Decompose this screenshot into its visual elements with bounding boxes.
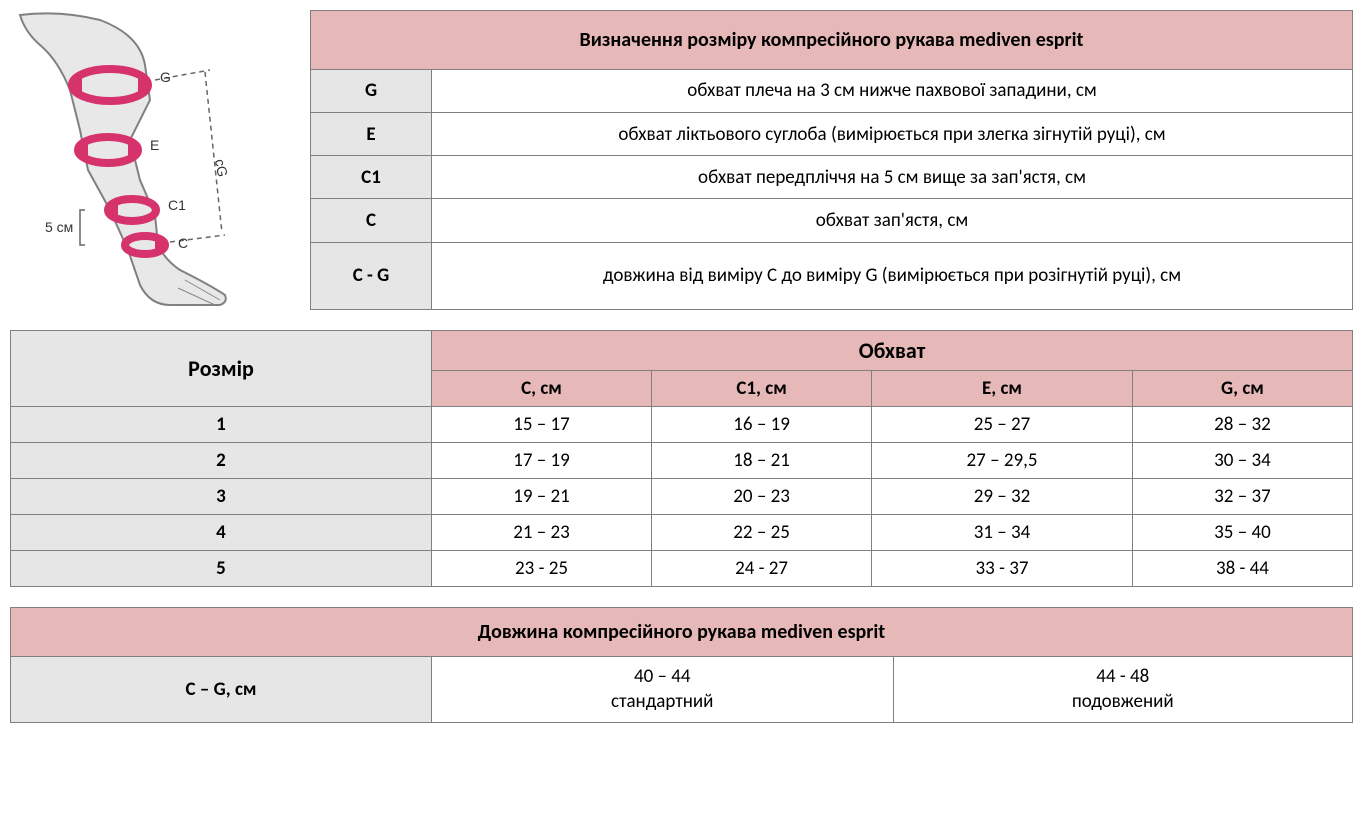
- size-number: 3: [11, 479, 432, 515]
- circumference-header: Обхват: [432, 331, 1353, 371]
- length-title: Довжина компресійного рукава mediven esp…: [11, 608, 1353, 657]
- size-header: Розмір: [11, 331, 432, 407]
- length-row-label: C – G, см: [11, 657, 432, 723]
- size-cell: 16 – 19: [652, 407, 872, 443]
- size-cell: 21 – 23: [432, 515, 652, 551]
- size-column-header: G, см: [1132, 371, 1352, 407]
- definition-desc: обхват плеча на 3 см нижче пахвової запа…: [432, 69, 1353, 112]
- size-cell: 33 - 37: [872, 551, 1133, 587]
- length-cell: 44 - 48подовжений: [893, 657, 1352, 723]
- definition-desc: обхват зап'ястя, см: [432, 199, 1353, 242]
- definition-code: E: [311, 113, 432, 156]
- definition-code: G: [311, 69, 432, 112]
- diagram-label-e: E: [150, 137, 159, 153]
- definition-desc: обхват ліктьового суглоба (вимірюється п…: [432, 113, 1353, 156]
- definition-table: Визначення розміру компресійного рукава …: [310, 10, 1353, 310]
- arm-diagram: G E cG C1 C 5 см: [10, 10, 290, 310]
- size-cell: 18 – 21: [652, 443, 872, 479]
- size-column-header: C1, см: [652, 371, 872, 407]
- size-cell: 25 – 27: [872, 407, 1133, 443]
- length-cell: 40 – 44стандартний: [432, 657, 894, 723]
- diagram-label-5cm: 5 см: [45, 219, 73, 235]
- size-cell: 29 – 32: [872, 479, 1133, 515]
- size-cell: 35 – 40: [1132, 515, 1352, 551]
- size-number: 5: [11, 551, 432, 587]
- size-cell: 32 – 37: [1132, 479, 1352, 515]
- size-cell: 20 – 23: [652, 479, 872, 515]
- size-cell: 23 - 25: [432, 551, 652, 587]
- definition-title: Визначення розміру компресійного рукава …: [311, 11, 1353, 70]
- diagram-label-c1: C1: [168, 197, 186, 213]
- diagram-label-c: C: [178, 235, 188, 251]
- size-column-header: C, см: [432, 371, 652, 407]
- diagram-label-g: G: [160, 69, 171, 85]
- size-cell: 30 – 34: [1132, 443, 1352, 479]
- size-cell: 31 – 34: [872, 515, 1133, 551]
- definition-desc: довжина від виміру C до виміру G (вимірю…: [432, 242, 1353, 309]
- size-cell: 24 - 27: [652, 551, 872, 587]
- size-number: 4: [11, 515, 432, 551]
- size-cell: 38 - 44: [1132, 551, 1352, 587]
- size-cell: 19 – 21: [432, 479, 652, 515]
- size-number: 1: [11, 407, 432, 443]
- size-cell: 15 – 17: [432, 407, 652, 443]
- size-table: Розмір Обхват C, смC1, смE, смG, см 115 …: [10, 330, 1353, 587]
- diagram-label-cg: cG: [212, 158, 231, 178]
- definition-code: C1: [311, 156, 432, 199]
- size-cell: 28 – 32: [1132, 407, 1352, 443]
- size-cell: 17 – 19: [432, 443, 652, 479]
- size-number: 2: [11, 443, 432, 479]
- size-cell: 22 – 25: [652, 515, 872, 551]
- definition-code: C: [311, 199, 432, 242]
- length-table: Довжина компресійного рукава mediven esp…: [10, 607, 1353, 723]
- definition-code: C - G: [311, 242, 432, 309]
- size-column-header: E, см: [872, 371, 1133, 407]
- definition-desc: обхват передпліччя на 5 см вище за зап'я…: [432, 156, 1353, 199]
- size-cell: 27 – 29,5: [872, 443, 1133, 479]
